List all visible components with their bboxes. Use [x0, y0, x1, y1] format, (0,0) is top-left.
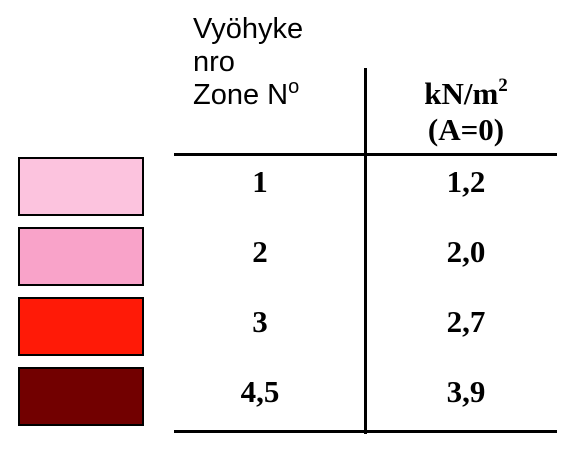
load-unit-text: kN/m — [424, 76, 499, 111]
load-column-header: kN/m2 (A=0) — [386, 76, 546, 148]
header-rule — [174, 153, 557, 156]
load-altitude-note: (A=0) — [427, 112, 505, 147]
zone-4-5-color-swatch — [18, 367, 144, 426]
zone-2-color-swatch — [18, 227, 144, 286]
bottom-rule — [174, 430, 557, 433]
zone-header-line-english: Zone No — [193, 76, 303, 112]
table-cell-load: 2,7 — [446, 304, 486, 339]
table-cell-zone: 2 — [252, 234, 268, 269]
zone-1-color-swatch — [18, 157, 144, 216]
zone-header-line-finnish: Vyöhyke — [193, 13, 304, 45]
table-cell-load: 1,2 — [446, 164, 486, 199]
load-unit-exponent: 2 — [498, 75, 508, 96]
zone-3-color-swatch — [18, 297, 144, 356]
table-cell-load: 2,0 — [446, 234, 486, 269]
table-cell-zone: 4,5 — [240, 374, 280, 409]
table-cell-zone: 1 — [252, 164, 268, 199]
table-cell-load: 3,9 — [446, 374, 486, 409]
zone-column-header: Vyöhyke nro Zone No — [193, 13, 303, 112]
zone-header-line-nro: nro — [193, 46, 235, 78]
zone-header-ordinal-sup: o — [288, 76, 300, 98]
table-cell-zone: 3 — [252, 304, 268, 339]
load-unit-label: kN/m2 — [386, 76, 546, 112]
zone-header-english-text: Zone N — [193, 79, 289, 111]
column-divider — [364, 68, 367, 434]
